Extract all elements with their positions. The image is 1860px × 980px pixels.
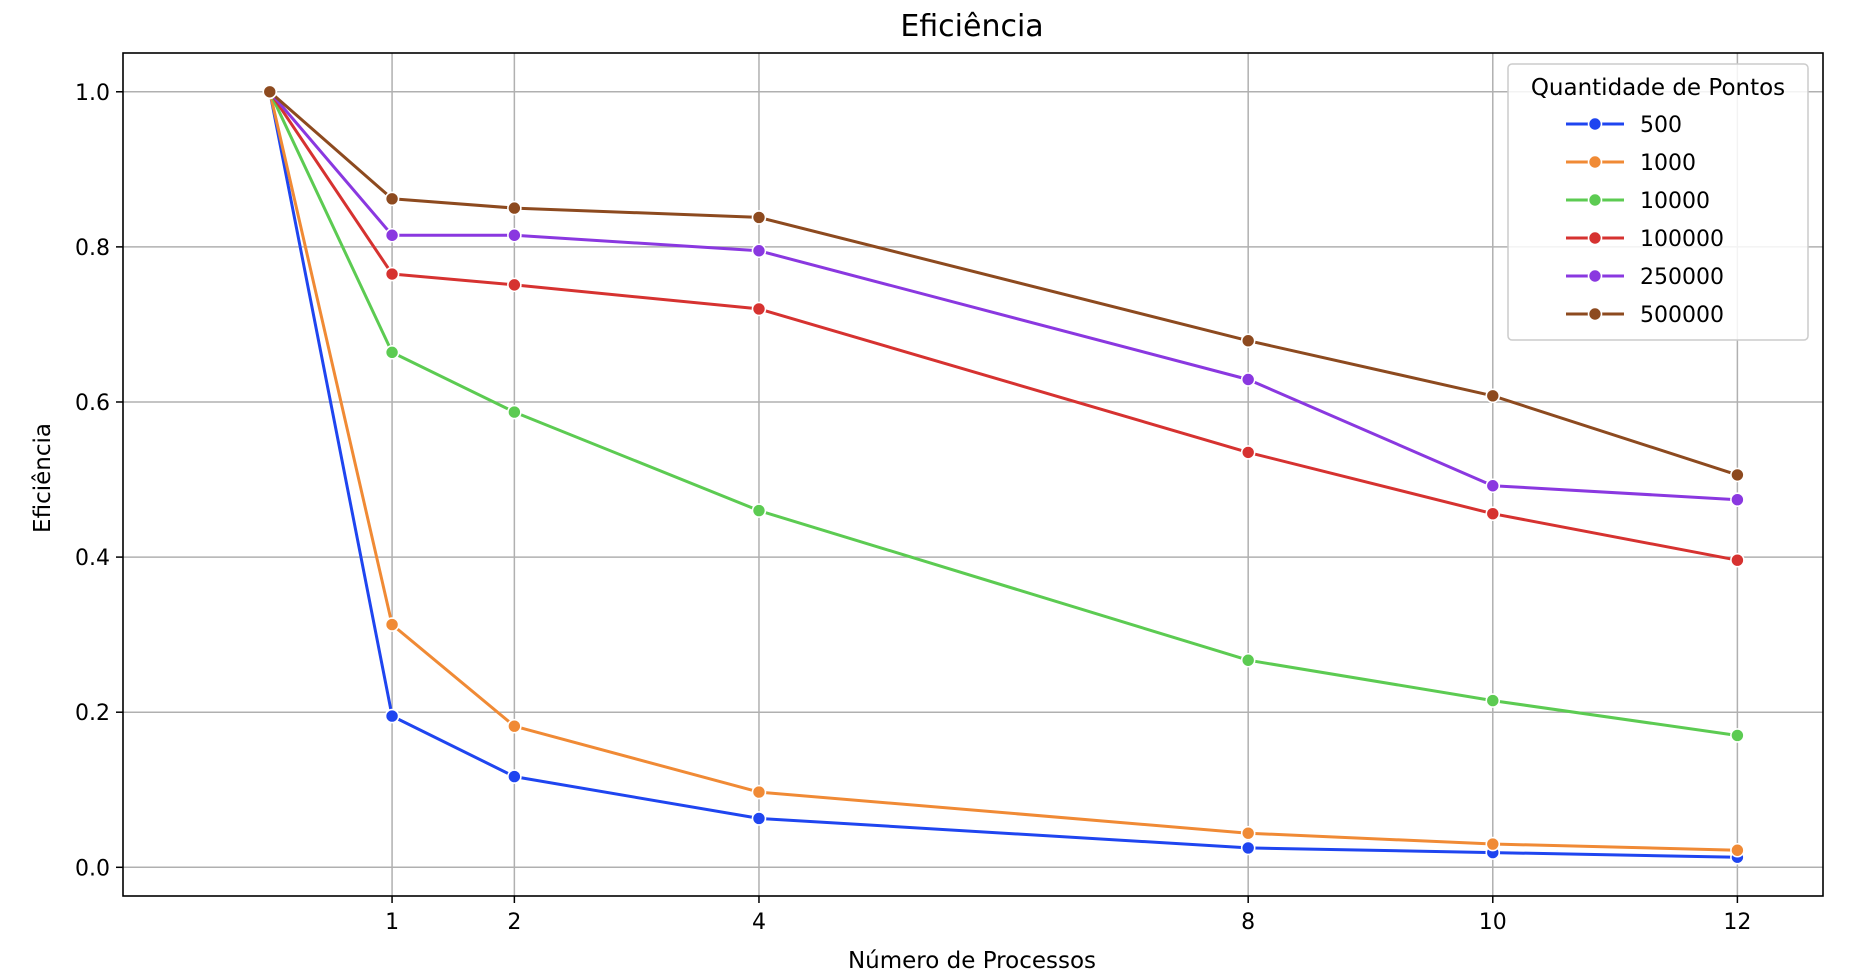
legend-item-500000: 500000 bbox=[1566, 303, 1724, 328]
data-point bbox=[751, 811, 767, 826]
data-point bbox=[507, 404, 522, 420]
legend-title: Quantidade de Pontos bbox=[1531, 75, 1785, 101]
data-point bbox=[751, 301, 767, 317]
data-point bbox=[384, 191, 400, 207]
x-tick-label: 10 bbox=[1479, 910, 1507, 935]
legend: Quantidade de Pontos 500 1000 10000 100000 2… bbox=[1507, 63, 1809, 341]
x-axis-label: Número de Processos bbox=[848, 948, 1096, 974]
legend-swatch-marker bbox=[1587, 230, 1603, 246]
data-point bbox=[751, 243, 767, 259]
legend-item-100000: 100000 bbox=[1566, 227, 1724, 252]
legend-label: 250000 bbox=[1640, 265, 1724, 290]
data-point bbox=[1730, 728, 1745, 743]
data-point bbox=[751, 503, 767, 518]
x-tick-label: 4 bbox=[752, 910, 766, 935]
legend-label: 100000 bbox=[1640, 227, 1724, 252]
data-point bbox=[1485, 506, 1501, 521]
data-point bbox=[507, 227, 522, 243]
data-point bbox=[384, 617, 400, 632]
data-point bbox=[1240, 652, 1256, 668]
y-tick-label: 0.8 bbox=[75, 236, 110, 261]
legend-swatch-marker bbox=[1587, 268, 1603, 284]
chart-title: Eficiência bbox=[900, 9, 1043, 44]
y-tick-label: 0.4 bbox=[75, 546, 110, 571]
legend-swatch-marker bbox=[1587, 116, 1603, 132]
legend-items: 500 1000 10000 100000 250000 500000 bbox=[1566, 113, 1724, 328]
legend-item-10000: 10000 bbox=[1566, 189, 1710, 214]
legend-item-250000: 250000 bbox=[1566, 265, 1724, 290]
data-point bbox=[1730, 552, 1745, 568]
x-tick-label: 8 bbox=[1241, 910, 1255, 935]
data-point bbox=[1485, 478, 1501, 494]
series-10000 bbox=[262, 84, 1745, 743]
legend-swatch-marker bbox=[1587, 306, 1603, 322]
data-point bbox=[1730, 492, 1745, 508]
data-point bbox=[1730, 842, 1745, 858]
legend-box bbox=[1507, 63, 1809, 341]
y-axis-ticks: 0.0 0.2 0.4 0.6 0.8 1.0 bbox=[75, 81, 123, 881]
data-point bbox=[262, 84, 278, 100]
legend-label: 500000 bbox=[1640, 303, 1724, 328]
y-tick-label: 1.0 bbox=[75, 81, 110, 106]
y-tick-label: 0.2 bbox=[75, 701, 110, 726]
data-point bbox=[1485, 693, 1501, 708]
data-point bbox=[1730, 467, 1745, 483]
data-point bbox=[1240, 825, 1256, 841]
data-point bbox=[1485, 388, 1501, 404]
data-point bbox=[751, 210, 767, 225]
data-point bbox=[507, 277, 522, 293]
legend-item-500: 500 bbox=[1566, 113, 1682, 138]
data-point bbox=[384, 708, 400, 724]
data-point bbox=[384, 345, 400, 360]
legend-label: 1000 bbox=[1640, 151, 1696, 176]
data-point bbox=[507, 200, 522, 216]
x-tick-label: 1 bbox=[385, 910, 399, 935]
y-tick-label: 0.0 bbox=[75, 856, 110, 881]
series-100000 bbox=[262, 84, 1745, 568]
data-point bbox=[507, 769, 522, 784]
legend-item-1000: 1000 bbox=[1566, 151, 1696, 176]
data-point bbox=[751, 784, 767, 800]
data-point bbox=[1485, 836, 1501, 852]
data-point bbox=[1240, 372, 1256, 387]
plot-frame bbox=[122, 52, 1824, 897]
y-tick-label: 0.6 bbox=[75, 391, 110, 416]
data-point bbox=[1240, 840, 1256, 856]
series-layer bbox=[262, 84, 1745, 865]
y-axis-label: Eficiência bbox=[30, 423, 56, 533]
legend-swatch-marker bbox=[1587, 192, 1603, 208]
x-tick-label: 12 bbox=[1723, 910, 1751, 935]
data-point bbox=[1240, 445, 1256, 460]
legend-label: 10000 bbox=[1640, 189, 1710, 214]
x-axis-ticks: 1 2 4 8 10 12 bbox=[385, 896, 1751, 935]
x-tick-label: 2 bbox=[507, 910, 521, 935]
data-point bbox=[1240, 333, 1256, 349]
data-point bbox=[384, 266, 400, 282]
legend-label: 500 bbox=[1640, 113, 1682, 138]
legend-swatch-marker bbox=[1587, 154, 1603, 170]
data-point bbox=[507, 718, 522, 734]
data-point bbox=[384, 227, 400, 243]
series-500000 bbox=[262, 84, 1745, 483]
